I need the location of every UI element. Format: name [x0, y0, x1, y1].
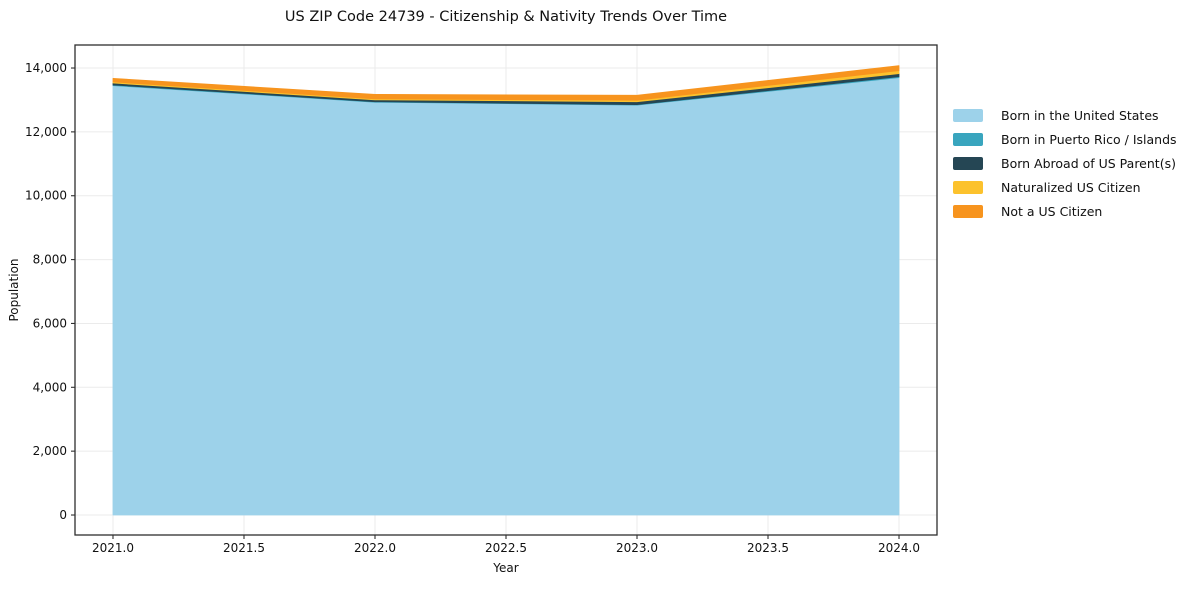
- area-series-born-in-the-united-states: [112, 77, 900, 516]
- y-tick-label: 10,000: [25, 189, 67, 203]
- y-tick-label: 0: [59, 508, 67, 522]
- x-tick-label: 2024.0: [878, 541, 920, 555]
- legend-swatch-born-in-the-united-states: [953, 108, 983, 122]
- legend-label: Not a US Citizen: [1001, 203, 1103, 219]
- x-tick-label: 2022.5: [485, 541, 527, 555]
- legend-label: Born in Puerto Rico / Islands: [1001, 131, 1177, 147]
- x-tick-label: 2021.0: [92, 541, 134, 555]
- legend-item-born-in-puerto-rico-islands: Born in Puerto Rico / Islands: [953, 127, 1177, 151]
- area-series-not-a-us-citizen: [112, 65, 900, 101]
- legend-item-not-a-us-citizen: Not a US Citizen: [953, 199, 1177, 223]
- legend-item-born-abroad-of-us-parent-s: Born Abroad of US Parent(s): [953, 151, 1177, 175]
- y-tick-label: 8,000: [33, 253, 67, 267]
- legend-swatch-not-a-us-citizen: [953, 204, 983, 218]
- y-tick-label: 14,000: [25, 61, 67, 75]
- legend-swatch-born-abroad-of-us-parent-s: [953, 156, 983, 170]
- y-tick-label: 6,000: [33, 316, 67, 330]
- legend-label: Born Abroad of US Parent(s): [1001, 155, 1176, 171]
- legend-item-born-in-the-united-states: Born in the United States: [953, 103, 1177, 127]
- legend-label: Born in the United States: [1001, 107, 1159, 123]
- chart-title: US ZIP Code 24739 - Citizenship & Nativi…: [284, 9, 728, 25]
- x-tick-label: 2021.5: [223, 541, 265, 555]
- legend-item-naturalized-us-citizen: Naturalized US Citizen: [953, 175, 1177, 199]
- x-tick-label: 2023.0: [616, 541, 658, 555]
- legend: Born in the United States Born in Puerto …: [953, 103, 1177, 223]
- legend-label: Naturalized US Citizen: [1001, 179, 1141, 195]
- x-tick-label: 2023.5: [747, 541, 789, 555]
- x-tick-label: 2022.0: [354, 541, 396, 555]
- y-tick-label: 4,000: [33, 380, 67, 394]
- y-tick-label: 2,000: [33, 444, 67, 458]
- y-tick-label: 12,000: [25, 125, 67, 139]
- legend-swatch-born-in-puerto-rico-islands: [953, 132, 983, 146]
- x-axis-label: Year: [493, 561, 519, 575]
- legend-swatch-naturalized-us-citizen: [953, 180, 983, 194]
